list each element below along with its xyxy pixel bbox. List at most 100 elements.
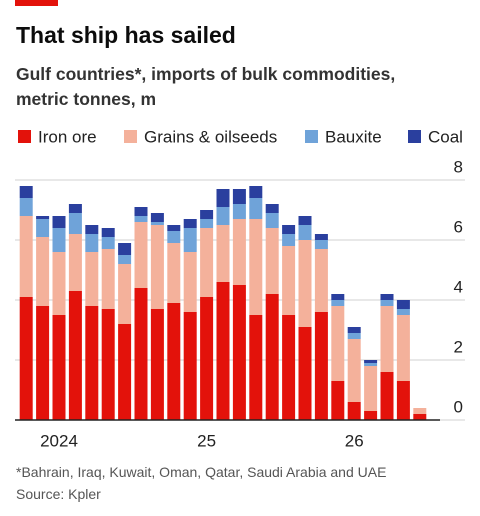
bar-segment (364, 411, 378, 420)
bar-segment (85, 225, 99, 234)
bar-segment (52, 216, 66, 228)
bar-segment (101, 228, 115, 237)
bar-segment (68, 204, 82, 213)
bar-segment (331, 381, 345, 420)
chart-subtitle: metric tonnes, m (16, 89, 157, 109)
bar-segment (52, 315, 66, 420)
bar-segment (314, 234, 328, 240)
bar-segment (85, 252, 99, 306)
bar-segment (396, 309, 410, 315)
bar-segment (364, 360, 378, 363)
bar-segment (19, 216, 33, 297)
y-tick-label: 8 (454, 157, 463, 176)
bar-segment (200, 228, 214, 297)
bar-segment (150, 225, 164, 309)
y-tick-label: 2 (454, 337, 463, 356)
y-tick-label: 6 (454, 217, 463, 236)
bar-segment (232, 285, 246, 420)
bar-segment (331, 300, 345, 306)
bar-segment (413, 408, 427, 414)
bar-segment (298, 240, 312, 327)
bar-segment (282, 315, 296, 420)
bar-segment (216, 207, 230, 225)
bar-segment (118, 243, 132, 255)
x-tick-label: 25 (197, 431, 216, 450)
bar-segment (19, 198, 33, 216)
bar-segment (216, 282, 230, 420)
bar-segment (167, 303, 181, 420)
bar-segment (19, 186, 33, 198)
bar-segment (380, 294, 394, 300)
footnote: *Bahrain, Iraq, Kuwait, Oman, Qatar, Sau… (16, 464, 387, 480)
legend-label: Bauxite (325, 127, 382, 146)
legend-label: Iron ore (38, 127, 97, 146)
y-tick-label: 4 (454, 277, 463, 296)
bar-segment (396, 300, 410, 309)
bar-segment (101, 309, 115, 420)
bar-segment (249, 219, 263, 315)
bar-segment (150, 213, 164, 222)
bar-segment (183, 228, 197, 252)
bar-segment (167, 225, 181, 231)
bar-segment (134, 222, 148, 288)
bar-segment (249, 315, 263, 420)
bar-segment (364, 366, 378, 411)
bar-segment (347, 402, 361, 420)
bar-segment (134, 207, 148, 216)
bar-segment (298, 216, 312, 225)
legend-label: Coal (428, 127, 463, 146)
bar-segment (396, 315, 410, 381)
bar-segment (298, 225, 312, 240)
bar-segment (200, 219, 214, 228)
bar-segment (380, 300, 394, 306)
bar-segment (249, 186, 263, 198)
legend-swatch (305, 130, 318, 143)
bar-segment (265, 294, 279, 420)
bar-segment (347, 327, 361, 333)
bar-segment (134, 216, 148, 222)
legend-label: Grains & oilseeds (144, 127, 277, 146)
bar-segment (150, 222, 164, 225)
bar-segment (52, 252, 66, 315)
bar-segment (183, 252, 197, 312)
bar-segment (282, 234, 296, 246)
y-tick-label: 0 (454, 397, 463, 416)
bar-segment (134, 288, 148, 420)
bar-segment (183, 312, 197, 420)
bar-segment (265, 213, 279, 228)
chart-subtitle: Gulf countries*, imports of bulk commodi… (16, 64, 396, 84)
bar-segment (282, 246, 296, 315)
bar-segment (68, 291, 82, 420)
bar-segment (216, 225, 230, 282)
bar-segment (364, 363, 378, 366)
bar-segment (331, 294, 345, 300)
bar-segment (216, 189, 230, 207)
x-tick-label: 26 (345, 431, 364, 450)
bar-segment (183, 219, 197, 228)
bar-segment (19, 297, 33, 420)
brand-tag (15, 0, 58, 6)
bar-segment (347, 333, 361, 339)
bar-segment (118, 255, 132, 264)
bar-segment (232, 204, 246, 219)
bar-segment (167, 243, 181, 303)
bar-segment (167, 231, 181, 243)
bar-segment (52, 228, 66, 252)
x-tick-label: 2024 (40, 431, 78, 450)
bar-segment (380, 306, 394, 372)
bar-segment (150, 309, 164, 420)
bar-segment (68, 213, 82, 234)
bar-segment (36, 237, 50, 306)
bar-segment (347, 339, 361, 402)
bar-segment (265, 228, 279, 294)
bar-segment (232, 219, 246, 285)
bar-segment (36, 306, 50, 420)
legend-swatch (124, 130, 137, 143)
bar-segment (265, 204, 279, 213)
bar-segment (101, 249, 115, 309)
bar-segment (36, 219, 50, 237)
source: Source: Kpler (16, 486, 101, 502)
legend-swatch (408, 130, 421, 143)
